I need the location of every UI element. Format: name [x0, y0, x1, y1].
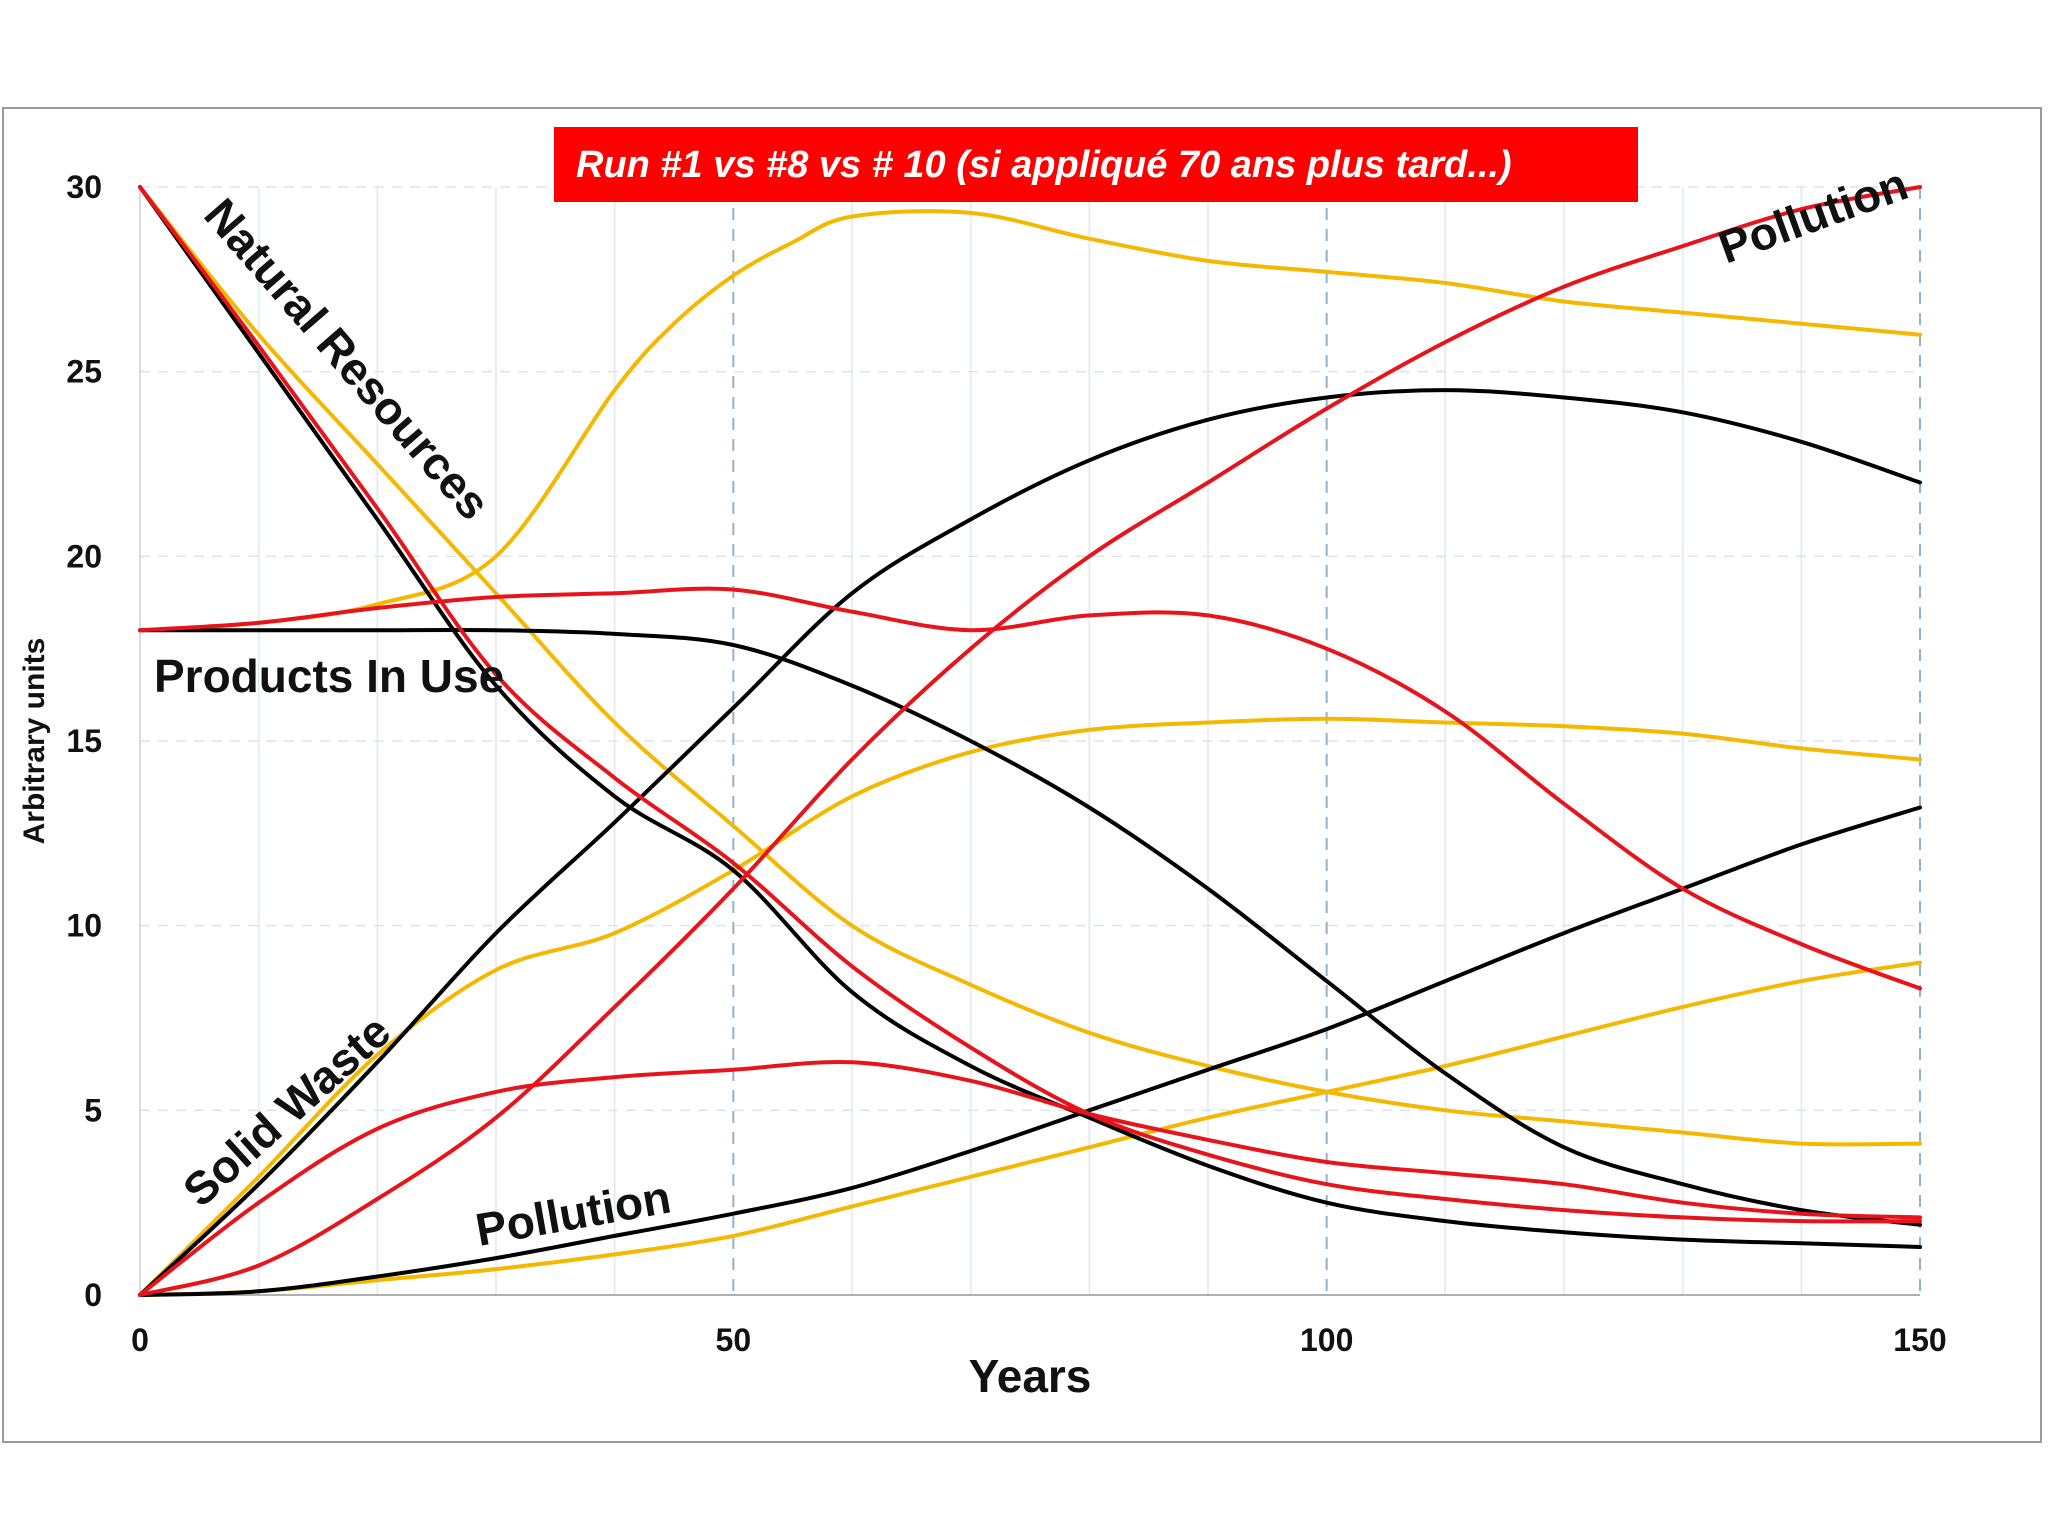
chart-title: Run #1 vs #8 vs # 10 (si appliqué 70 ans… [576, 144, 1512, 186]
x-tick-label: 100 [1300, 1322, 1353, 1358]
series-line-pollution-run-8 [138, 960, 1922, 1297]
x-axis-title: Years [969, 1350, 1092, 1402]
y-tick-label: 20 [66, 538, 102, 574]
series-line-pollution-run-10 [138, 185, 1922, 1297]
y-tick-label: 0 [84, 1277, 102, 1313]
series-line-solid-waste-run-8 [138, 716, 1922, 1297]
series-group [138, 185, 1922, 1297]
series-line-natural-resources-run-8 [138, 185, 1922, 1147]
y-tick-label: 25 [66, 354, 102, 390]
title-banner [554, 127, 1638, 202]
series-line-solid-waste-run-10 [138, 1060, 1922, 1297]
chart-frame: 0 50 100 150 0 5 10 15 20 25 30 Run #1 vs #8 vs # … [2, 107, 2042, 1443]
y-tick-label: 15 [66, 723, 102, 759]
line-chart: 0 50 100 150 0 5 10 15 20 25 30 Run #1 vs #8 vs # … [18, 127, 1947, 1402]
x-tick-label: 50 [716, 1322, 752, 1358]
y-axis-title: Arbitrary units [18, 638, 51, 845]
series-line-natural-resources-run-10 [138, 185, 1922, 1224]
series-line-products-in-use-run-1 [138, 627, 1922, 1227]
series-line-natural-resources-run-1 [138, 185, 1922, 1249]
series-line-pollution-run-1 [138, 805, 1922, 1297]
grid [140, 186, 1921, 1295]
series-line-solid-waste-run-1 [138, 388, 1922, 1297]
x-tick-label: 0 [131, 1322, 149, 1358]
y-tick-label: 5 [84, 1092, 102, 1128]
annotation-pollution-top: Pollution [1712, 157, 1915, 273]
y-tick-label: 10 [66, 908, 102, 944]
x-tick-label: 150 [1893, 1322, 1946, 1358]
series-line-products-in-use-run-10 [138, 586, 1922, 991]
annotation-products-in-use: Products In Use [154, 650, 504, 702]
series-line-products-in-use-run-8 [138, 209, 1922, 633]
y-tick-label: 30 [66, 169, 102, 205]
axes: 0 50 100 150 0 5 10 15 20 25 30 [66, 169, 1946, 1358]
